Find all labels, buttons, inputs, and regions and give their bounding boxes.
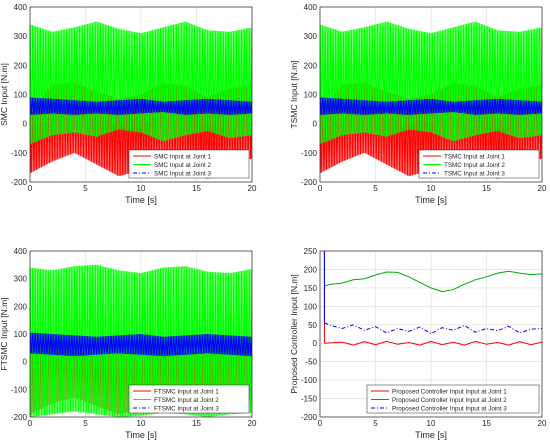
y-tick-label: 150 [304, 284, 318, 293]
legend-label-2: SMC Input at Joint 2 [154, 162, 212, 169]
x-tick-label: 15 [192, 184, 201, 193]
axes-frame [29, 250, 253, 418]
legend-label-1: Proposed Controller Input Input at Joint… [392, 388, 507, 395]
x-tick-label: 5 [373, 419, 378, 428]
x-tick-label: 10 [427, 184, 436, 193]
y-tick-label: -100 [301, 149, 318, 158]
y-axis-label: Proposed Controller Input [N.m] [289, 274, 299, 394]
series-line-2 [324, 270, 542, 293]
legend-label-3: TSMC Input at Joint 3 [444, 170, 505, 177]
series-band-3 [30, 97, 252, 115]
legend-label-2: TSMC Input at Joint 2 [444, 162, 505, 169]
chart-2: 0 5 10 15 20 -200 -100 0 100 200 300 400 Time [s] TSM… [289, 3, 547, 205]
legend-label-2: FTSMC Input at Joint 2 [154, 397, 219, 404]
legend: FTSMC Input at Joint 1 FTSMC Input at Joi… [128, 384, 250, 414]
legend-label-1: TSMC Input at Joint 1 [444, 153, 505, 160]
y-tick-label: -100 [11, 385, 28, 394]
x-tick-label: 5 [83, 184, 88, 193]
y-tick-label: 100 [14, 91, 28, 100]
x-tick-label: 20 [538, 184, 547, 193]
y-tick-label: 50 [308, 321, 317, 330]
x-axis-label: Time [s] [125, 430, 157, 440]
y-tick-label: 0 [313, 339, 318, 348]
legend-label-2: Proposed Controller Input Input at Joint… [392, 397, 507, 404]
x-tick-label: 15 [482, 184, 491, 193]
legend: SMC Input at Joint 1 SMC Input at Joint 2… [128, 149, 250, 179]
chart-4: 0 5 10 15 20 -200 -150 -100 -50 0 50 100 150 200 250 Ti… [289, 247, 547, 440]
chart-1: 0 5 10 15 20 -200 -100 0 100 200 300 400 Time [s] SMC… [0, 3, 257, 205]
y-tick-label: -200 [301, 413, 318, 422]
x-axis-label: Time [s] [125, 195, 157, 205]
y-tick-label: 300 [304, 32, 318, 41]
axes-frame [29, 6, 253, 183]
y-tick-label: -150 [301, 395, 318, 404]
x-tick-label: 10 [427, 419, 436, 428]
y-tick-label: -200 [301, 178, 318, 187]
series-band-3 [320, 97, 542, 115]
y-tick-label: -100 [11, 149, 28, 158]
y-tick-label: -200 [11, 178, 28, 187]
x-axis-label: Time [s] [415, 195, 447, 205]
y-tick-label: 300 [14, 275, 28, 284]
y-tick-label: 100 [304, 302, 318, 311]
y-tick-label: 200 [14, 61, 28, 70]
x-tick-label: 10 [137, 184, 146, 193]
y-tick-label: 200 [304, 61, 318, 70]
x-tick-label: 0 [28, 184, 33, 193]
series-line-1 [324, 340, 542, 346]
y-tick-label: 400 [14, 247, 28, 256]
legend-label-3: FTSMC Input at Joint 3 [154, 405, 219, 412]
axes-frame [319, 6, 543, 183]
y-tick-label: 400 [14, 3, 28, 12]
x-tick-label: 20 [248, 184, 257, 193]
legend: TSMC Input at Joint 1 TSMC Input at Joint… [418, 149, 540, 179]
series-band-3 [30, 332, 252, 357]
y-tick-label: 200 [14, 302, 28, 311]
y-tick-label: -50 [305, 358, 317, 367]
x-tick-label: 10 [137, 419, 146, 428]
y-tick-label: 200 [304, 265, 318, 274]
x-tick-label: 5 [83, 419, 88, 428]
y-tick-label: 0 [23, 358, 28, 367]
x-tick-label: 15 [482, 419, 491, 428]
y-tick-label: 100 [304, 91, 318, 100]
x-tick-label: 0 [318, 419, 323, 428]
y-tick-label: 400 [304, 3, 318, 12]
legend-box [366, 384, 540, 414]
legend-label-1: SMC Input at Joint 1 [154, 153, 212, 160]
y-axis-label: FTSMC Input [N.m] [0, 297, 9, 370]
y-tick-label: -100 [301, 376, 318, 385]
x-tick-label: 0 [28, 419, 33, 428]
series-band-2 [320, 21, 542, 145]
x-axis-label: Time [s] [415, 430, 447, 440]
y-axis-label: TSMC Input [N.m] [289, 60, 299, 128]
x-tick-label: 20 [248, 419, 257, 428]
legend-label-3: Proposed Controller Input Input at Joint… [392, 405, 507, 412]
y-tick-label: -200 [11, 413, 28, 422]
axes-frame [319, 250, 543, 418]
series-band-2 [30, 21, 252, 145]
series-line-3 [324, 322, 542, 335]
x-tick-label: 15 [192, 419, 201, 428]
y-tick-label: 100 [14, 330, 28, 339]
y-tick-label: 0 [23, 120, 28, 129]
chart-3: 0 5 10 15 20 -200 -100 0 100 200 300 400 Time [s] FTS… [0, 247, 257, 440]
legend-label-1: FTSMC Input at Joint 1 [154, 388, 219, 395]
y-tick-label: 0 [313, 120, 318, 129]
series-group [323, 251, 542, 346]
legend-label-3: SMC Input at Joint 3 [154, 170, 212, 177]
y-tick-label: 250 [304, 247, 318, 256]
y-tick-label: 300 [14, 32, 28, 41]
x-tick-label: 20 [538, 419, 547, 428]
y-axis-label: SMC Input [N.m] [0, 63, 9, 126]
x-tick-label: 5 [373, 184, 378, 193]
x-tick-label: 0 [318, 184, 323, 193]
legend: Proposed Controller Input Input at Joint… [366, 384, 540, 414]
